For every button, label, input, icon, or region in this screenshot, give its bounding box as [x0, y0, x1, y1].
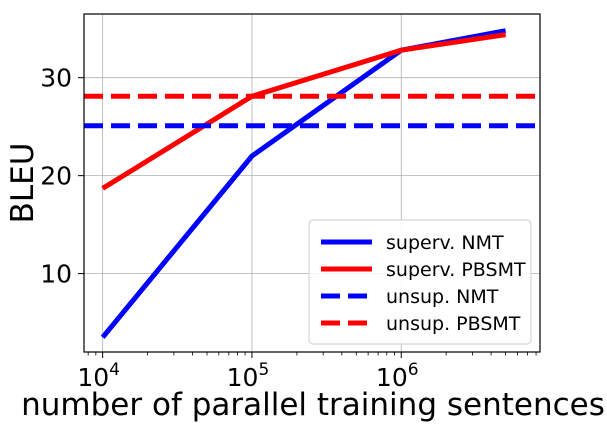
legend-label: unsup. PBSMT — [386, 313, 521, 335]
axis-ticks: 104 105 106 10 20 30 — [40, 64, 537, 392]
plot-frame — [83, 13, 541, 353]
x-axis-label: number of parallel training sentences — [21, 387, 605, 423]
y-axis-label: BLEU — [5, 143, 41, 224]
y-tick-label: 30 — [40, 64, 72, 93]
x-tick-label: 104 — [77, 360, 120, 392]
legend-label: superv. NMT — [386, 232, 504, 254]
x-tick-label: 106 — [376, 360, 419, 392]
y-tick-label: 20 — [40, 162, 72, 191]
series-line-superv-pbsmt — [101, 32, 506, 191]
series-lines — [84, 28, 540, 339]
legend-label: unsup. NMT — [386, 286, 499, 308]
legend-label: superv. PBSMT — [386, 259, 526, 281]
legend-box — [308, 219, 532, 345]
y-tick-label: 10 — [40, 260, 72, 289]
legend: superv. NMT superv. PBSMT unsup. NMT unsup.… — [308, 219, 532, 345]
x-tick-label: 105 — [227, 360, 270, 392]
